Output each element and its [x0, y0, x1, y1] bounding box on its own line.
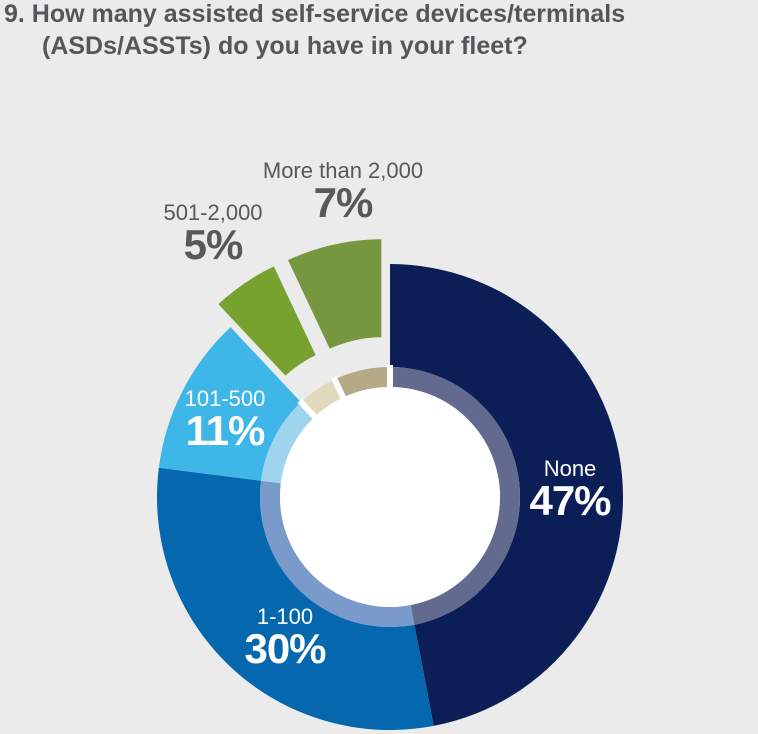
label-501-2000: 501-2,000 5% — [148, 202, 278, 266]
slice-value: 5% — [183, 221, 244, 268]
slice-3 — [211, 259, 323, 383]
slice-separator — [331, 376, 347, 401]
label-101-500: 101-500 11% — [170, 388, 280, 452]
slice-ring-1 — [259, 480, 415, 627]
donut-hole — [280, 387, 500, 607]
slice-label: More than 2,000 — [262, 158, 424, 183]
slice-value: 11% — [185, 407, 266, 454]
title-line-2: (ASDs/ASSTs) do you have in your fleet? — [42, 32, 528, 60]
slice-label: 1-100 — [256, 604, 314, 629]
label-more-than-2000: More than 2,000 7% — [248, 160, 438, 224]
slice-ring-0 — [390, 367, 520, 625]
slice-ring-2 — [261, 402, 315, 484]
slice-1 — [156, 467, 434, 731]
slice-value: 47% — [529, 477, 611, 524]
label-none: None 47% — [520, 458, 620, 522]
slice-ring-3 — [301, 379, 344, 417]
slice-4 — [281, 234, 387, 356]
slice-label: 101-500 — [184, 386, 266, 411]
slice-value: 30% — [244, 625, 326, 672]
slice-0 — [390, 264, 624, 726]
slice-2 — [158, 327, 302, 481]
title-line-1: 9. How many assisted self-service device… — [4, 0, 626, 28]
slice-value: 7% — [313, 179, 374, 226]
label-1-100: 1-100 30% — [225, 606, 345, 670]
slice-label: None — [543, 456, 597, 481]
slice-label: 501-2,000 — [163, 200, 263, 225]
chart-title: 9. How many assisted self-service device… — [4, 0, 625, 62]
slice-ring-4 — [334, 367, 390, 398]
slice-separator — [297, 398, 319, 421]
